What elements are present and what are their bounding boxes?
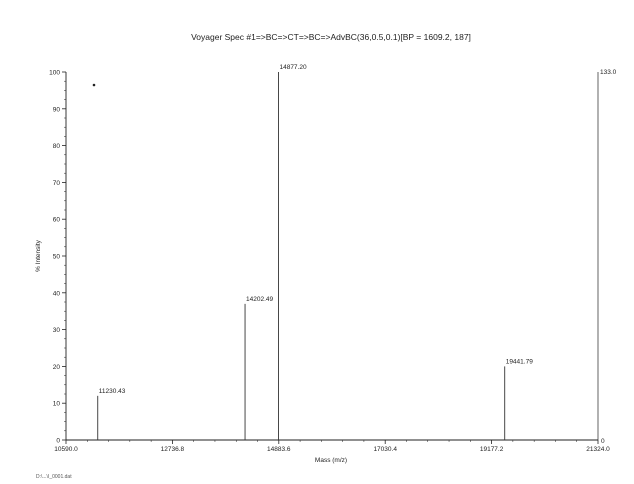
- peak-label: 11230.43: [99, 388, 126, 395]
- y-tick-label: 90: [53, 106, 61, 113]
- x-tick-label: 10590.0: [54, 446, 78, 453]
- y-tick-label: 20: [53, 364, 61, 371]
- y-tick-label: 100: [49, 70, 60, 77]
- y-tick-label: 80: [53, 143, 61, 150]
- x-axis-label: Mass (m/z): [315, 457, 347, 464]
- y-tick-label: 10: [53, 401, 61, 408]
- y-tick-label: 50: [53, 254, 61, 261]
- ink-speck: [92, 83, 96, 87]
- chart-title: Voyager Spec #1=>BC=>CT=>BC=>AdvBC(36,0.…: [191, 32, 471, 42]
- x-tick-label: 17030.4: [373, 446, 397, 453]
- peak-label: 14202.49: [246, 296, 273, 303]
- spectrum-peaks: 11230.43 14202.49 14877.20 19441.79: [97, 64, 533, 440]
- x-tick-label: 14883.6: [267, 446, 291, 453]
- x-tick-label: 12736.8: [161, 446, 185, 453]
- x-tick-label: 21324.0: [586, 446, 610, 453]
- right-axis-bottom-label: 0: [601, 438, 605, 445]
- y-tick-label: 70: [53, 180, 61, 187]
- peak-label: 14877.20: [279, 64, 306, 71]
- right-axis-top-label: 133.0: [600, 69, 617, 76]
- y-axis-label: % Intensity: [35, 239, 42, 272]
- y-tick-label: 0: [56, 438, 60, 445]
- footer-file-line: D:\...\I_0001.dat: [36, 474, 72, 480]
- x-axis-ticks: 10590.0 12736.8 14883.6 17030.4 19177.2 21324…: [54, 440, 610, 453]
- y-tick-label: 30: [53, 327, 61, 334]
- peak-label: 19441.79: [506, 358, 533, 365]
- y-tick-label: 60: [53, 217, 61, 224]
- y-tick-label: 40: [53, 290, 61, 297]
- x-tick-label: 19177.2: [480, 446, 504, 453]
- y-axis-ticks: 0 10 20 30 40 50 60 70 80 90 100: [49, 70, 66, 445]
